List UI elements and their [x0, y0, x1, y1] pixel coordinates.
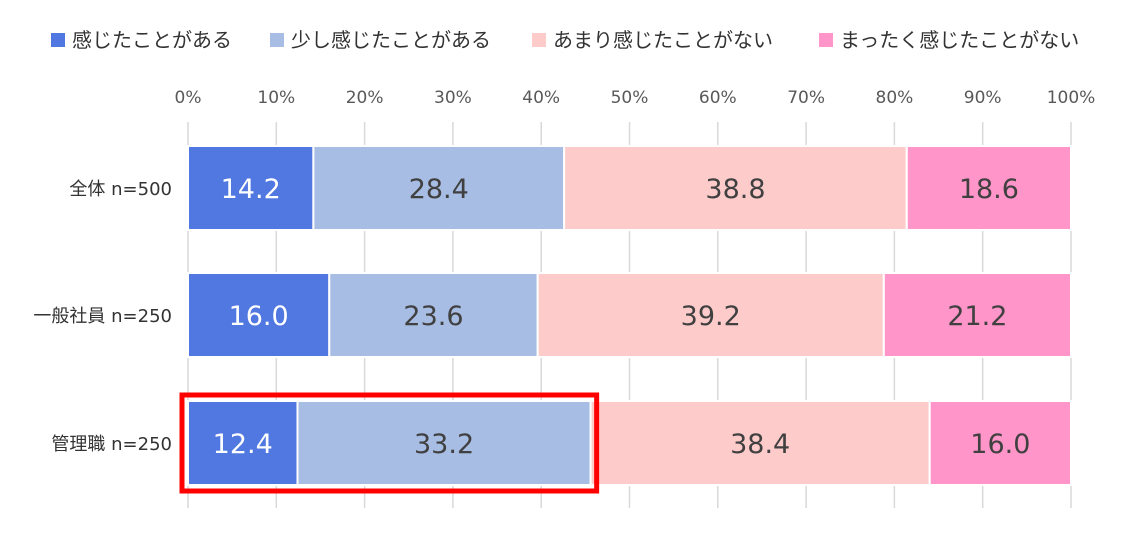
legend-label: あまり感じたことがない: [553, 28, 773, 52]
data-label: 21.2: [947, 301, 1007, 332]
highlight-rect: [179, 392, 600, 494]
x-tick-label: 70%: [787, 88, 825, 108]
bar-segment: [536, 272, 885, 358]
bar-segment: [296, 400, 592, 486]
x-tick-label: 30%: [434, 88, 472, 108]
legend: 感じたことがある 少し感じたことがある あまり感じたことがない まったく感じたことがな…: [51, 28, 1079, 52]
x-tick-label: 100%: [1047, 88, 1096, 108]
x-tick-label: 0%: [175, 88, 202, 108]
bar-segment: [328, 272, 539, 358]
x-tick-label: 10%: [257, 88, 295, 108]
x-tick-label: 90%: [964, 88, 1002, 108]
legend-label: まったく感じたことがない: [840, 28, 1079, 52]
x-tick-label: 60%: [699, 88, 737, 108]
bar-segment: [187, 145, 315, 231]
legend-swatch: [532, 33, 546, 47]
data-label: 33.2: [414, 429, 474, 460]
highlight-box: [179, 392, 600, 494]
data-label: 18.6: [959, 174, 1019, 205]
data-label: 16.0: [970, 429, 1030, 460]
bar-segment: [928, 400, 1072, 486]
legend-label: 少し感じたことがある: [291, 28, 491, 52]
data-label: 23.6: [403, 301, 463, 332]
data-label: 38.4: [730, 429, 790, 460]
legend-swatch: [819, 33, 833, 47]
legend-swatch: [270, 33, 284, 47]
data-label: 28.4: [409, 174, 469, 205]
category-labels: 全体 n=500 一般社員 n=250 管理職 n=250: [33, 179, 172, 455]
category-label: 全体 n=500: [69, 179, 172, 200]
x-tick-label: 50%: [611, 88, 649, 108]
bar-segment: [187, 272, 331, 358]
bar-segment: [905, 145, 1073, 231]
bar-segment: [187, 400, 299, 486]
category-label: 一般社員 n=250: [33, 306, 172, 327]
x-tick-label: 80%: [876, 88, 914, 108]
data-label: 39.2: [681, 301, 741, 332]
legend-label: 感じたことがある: [72, 28, 232, 52]
x-axis-ticks: 0% 10% 20% 30% 40% 50% 60% 70% 80% 90% 100%: [175, 88, 1096, 108]
x-tick-label: 40%: [522, 88, 560, 108]
data-label: 12.4: [213, 429, 273, 460]
bars: 14.2 28.4 38.8 18.6 16.0 23.6 39.2 21.2 12.4 33.2…: [187, 145, 1073, 486]
category-label: 管理職 n=250: [51, 434, 172, 455]
bar-segment: [312, 145, 566, 231]
bar-segment: [882, 272, 1073, 358]
x-tick-label: 20%: [346, 88, 384, 108]
bar-segment: [589, 400, 931, 486]
legend-swatch: [51, 33, 65, 47]
data-label: 16.0: [229, 301, 289, 332]
data-label: 38.8: [705, 174, 765, 205]
data-label: 14.2: [221, 174, 281, 205]
